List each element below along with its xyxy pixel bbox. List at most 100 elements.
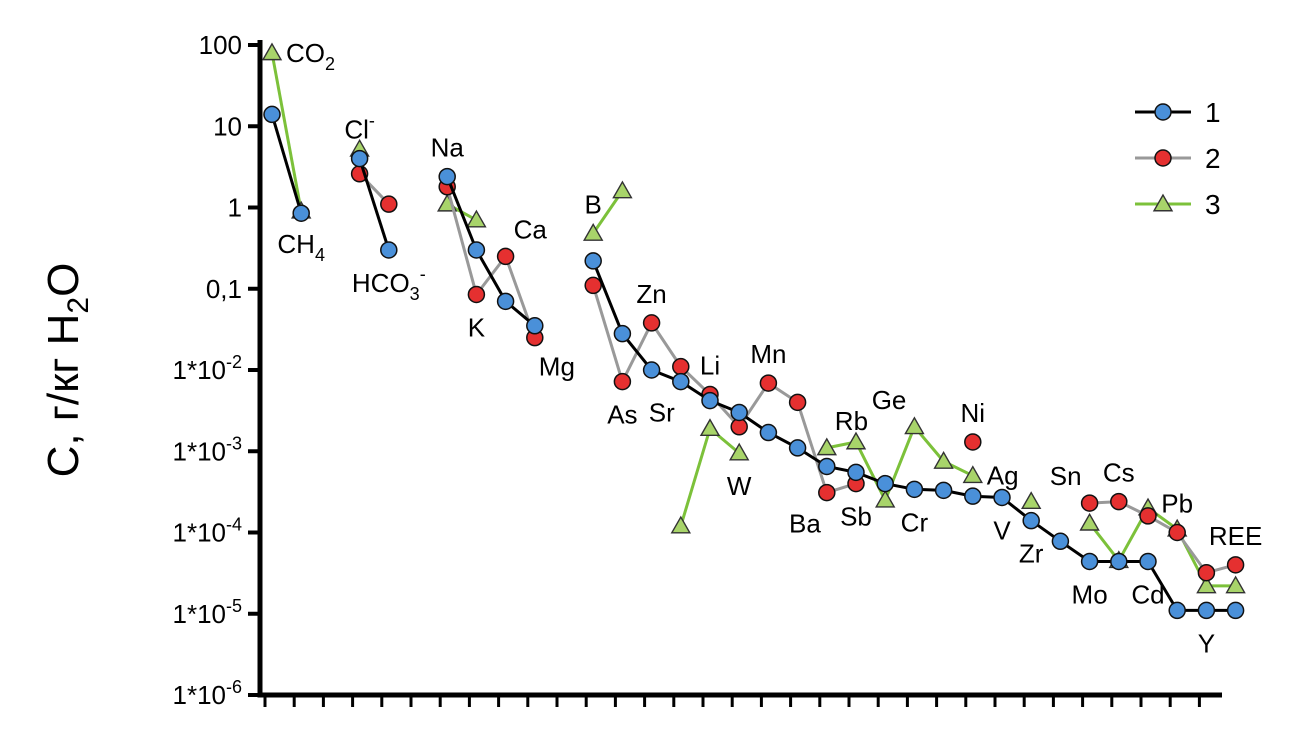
element-label: Cd [1131, 579, 1164, 609]
y-axis-title: C, г/кг H2O [39, 263, 95, 478]
series-1-point [526, 317, 544, 335]
series-1-point [263, 105, 281, 124]
series-3-point [670, 515, 692, 534]
series-1-line [445, 176, 536, 327]
series-1-point [1022, 511, 1040, 530]
series-1-point [934, 481, 953, 500]
series-2-point [1154, 149, 1172, 167]
element-label: V [993, 515, 1011, 545]
series-1-line [591, 260, 1236, 612]
legend-item-2: 2 [1135, 143, 1221, 174]
y-tick-label: 1 [228, 193, 242, 223]
element-label: Ge [872, 385, 907, 415]
series-2-point [1110, 492, 1128, 511]
series-3 [261, 42, 1246, 594]
element-label: Ba [789, 509, 821, 539]
series-1-point [847, 463, 865, 482]
series-1-point [1168, 601, 1186, 620]
series-layer [261, 42, 1246, 620]
series-1-line [270, 113, 303, 214]
series-1-line [358, 158, 391, 251]
element-label: B [585, 189, 602, 219]
legend-label: 3 [1205, 189, 1221, 220]
series-1-point [1110, 552, 1128, 571]
series-3-point [933, 450, 954, 469]
element-label: Rb [835, 406, 868, 436]
element-label: Mn [750, 339, 786, 369]
series-1-point [613, 324, 632, 343]
series-1-point [730, 403, 748, 422]
legend-label: 2 [1205, 143, 1221, 174]
series-2-point [496, 247, 515, 266]
series-1 [263, 105, 1245, 620]
element-label: Sn [1050, 461, 1082, 491]
series-1-point [759, 423, 778, 442]
y-tick-label: 1*10-6 [172, 677, 242, 710]
series-3-point [699, 418, 721, 437]
element-label: Ca [514, 214, 548, 244]
series-1-point [788, 439, 807, 457]
series-3-point [1225, 575, 1246, 594]
series-1-point [1080, 552, 1099, 571]
series-1-point [438, 167, 456, 186]
element-label: Ni [961, 398, 986, 428]
element-label: Sr [649, 398, 675, 428]
element-labels: CO2 CH4 Cl- HCO3- Na K Ca Mg B Zn As Sr Li W Mn Rb Ba Sb G… [277, 38, 1262, 659]
element-label: W [727, 471, 752, 501]
series-2-point [584, 276, 602, 295]
element-label: As [607, 400, 637, 430]
element-label: Mo [1072, 579, 1108, 609]
element-label: Cs [1103, 458, 1135, 488]
series-2-point [1168, 523, 1186, 542]
series-3-point [874, 489, 896, 508]
element-label: Pb [1161, 489, 1193, 519]
element-label: Mg [539, 352, 575, 382]
series-3-point [845, 431, 867, 450]
series-2-point [818, 483, 836, 502]
series-1-point [642, 361, 661, 379]
series-2-point [1226, 556, 1245, 574]
series-3-point [261, 42, 283, 61]
x-ticks [263, 695, 1201, 707]
series-2-point [613, 372, 632, 391]
element-label: REE [1209, 521, 1262, 551]
y-tick-label: 100 [199, 30, 242, 60]
series-3-point [728, 442, 750, 461]
y-ticks: 100 10 1 0,1 1*10-2 1*10-3 1*10-4 1*10-5 1*10-6 [172, 30, 260, 710]
element-label: Zr [1019, 539, 1044, 569]
series-3-point [1079, 512, 1100, 531]
series-2-point [964, 433, 982, 451]
series-2-point [380, 195, 398, 213]
series-1-point [292, 204, 310, 222]
series-3-point [612, 180, 633, 199]
y-tick-label: 1*10-5 [172, 596, 242, 629]
element-label: Zn [636, 279, 666, 309]
element-label: Na [431, 133, 465, 163]
series-1-point [350, 149, 369, 168]
element-label: Cr [901, 507, 929, 537]
series-3-point [582, 222, 604, 241]
series-3-line [270, 52, 303, 212]
element-label: CO2 [286, 38, 335, 74]
axes [257, 40, 1222, 698]
series-1-point [1154, 103, 1172, 121]
element-label: Sb [840, 502, 872, 532]
series-2-point [642, 314, 661, 332]
y-tick-label: 1*10-3 [172, 433, 242, 466]
series-1-point [876, 474, 894, 493]
series-1-point [380, 241, 398, 259]
element-label: HCO3- [352, 264, 426, 304]
element-label: Li [700, 350, 720, 380]
series-2-point [672, 357, 690, 376]
y-tick-label: 1*10-2 [172, 352, 242, 385]
legend-label: 1 [1205, 97, 1221, 128]
legend: 1 2 3 [1135, 97, 1221, 220]
y-tick-label: 1*10-4 [172, 515, 242, 548]
series-3-point [1196, 575, 1217, 594]
series-1-point [818, 457, 836, 476]
series-2 [350, 165, 1245, 582]
series-2-point [1139, 507, 1157, 525]
series-2-point [467, 285, 486, 304]
series-1-point [1051, 532, 1070, 551]
